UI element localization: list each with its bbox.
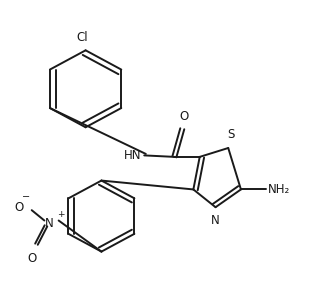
Text: NH₂: NH₂ xyxy=(268,183,290,196)
Text: S: S xyxy=(228,128,235,141)
Text: N: N xyxy=(211,214,220,227)
Text: Cl: Cl xyxy=(77,31,88,44)
Text: O: O xyxy=(27,252,36,266)
Text: O: O xyxy=(179,110,189,123)
Text: N: N xyxy=(45,217,54,230)
Text: O: O xyxy=(15,201,24,214)
Text: −: − xyxy=(22,192,30,202)
Text: HN: HN xyxy=(124,149,141,162)
Text: +: + xyxy=(57,210,65,219)
